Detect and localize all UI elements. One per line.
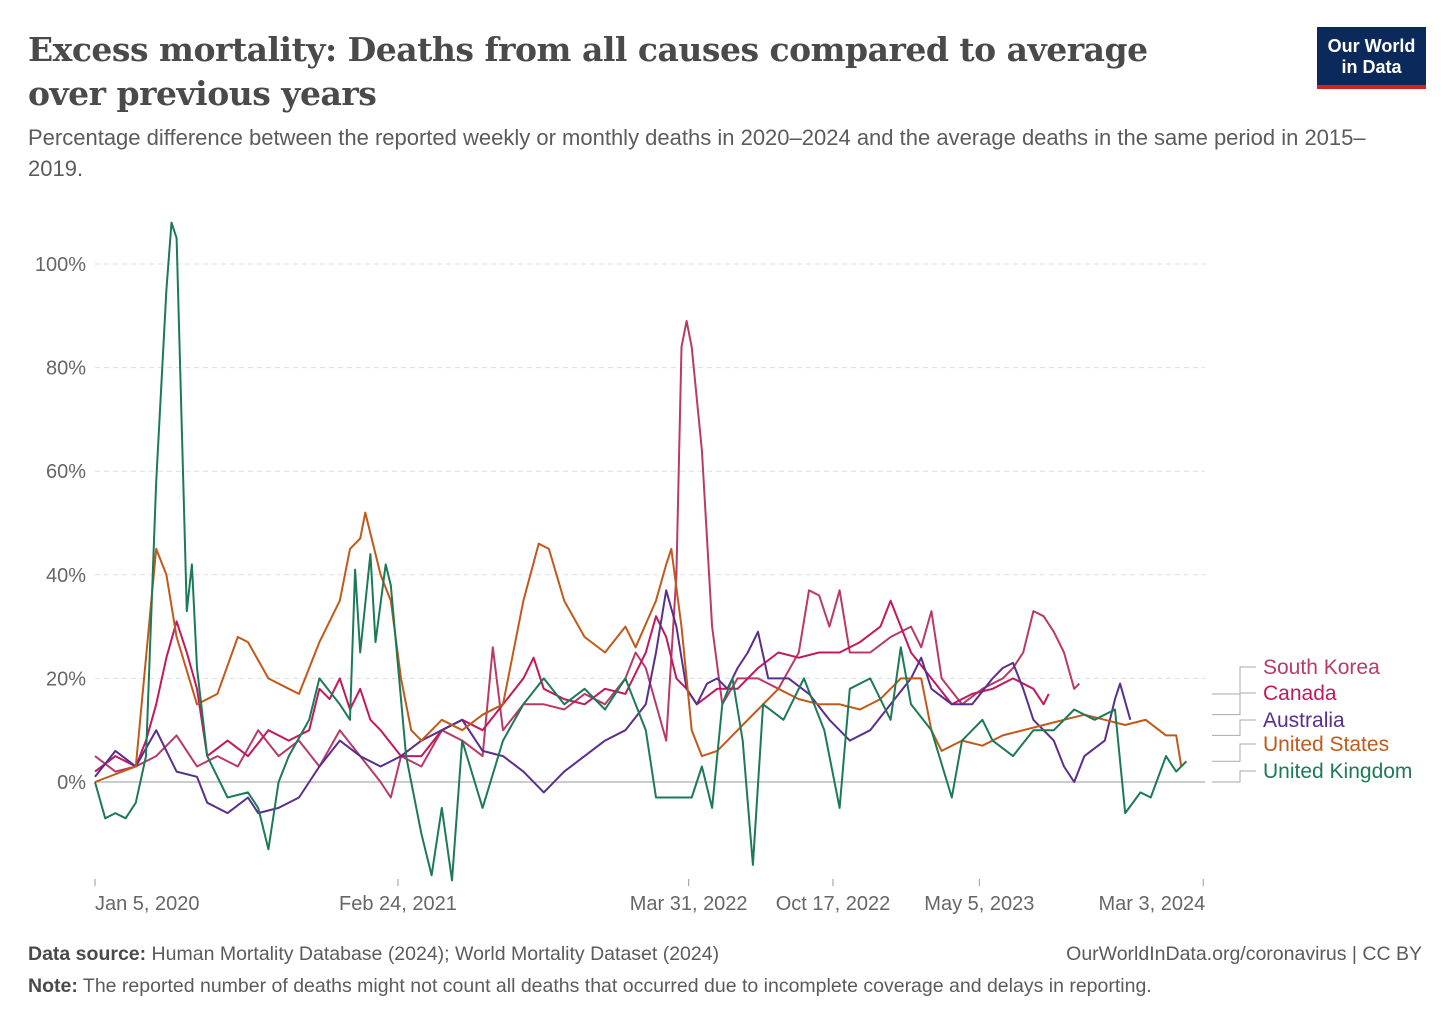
legend-connector [1212,719,1256,736]
x-tick-label: Jan 5, 2020 [95,893,200,915]
legend-label: Canada [1263,682,1337,705]
chart-subtitle: Percentage difference between the report… [28,125,1366,181]
chart-title: Excess mortality: Deaths from all causes… [28,30,1148,113]
x-tick-label: Feb 24, 2021 [339,893,457,915]
x-tick-label: Mar 31, 2022 [630,893,748,915]
source-url[interactable]: OurWorldInData.org/coronavirus | CC BY [1066,943,1422,965]
owid-logo[interactable]: Our World in Data [1317,27,1426,89]
logo-line-1: Our World [1327,36,1416,56]
legend-label: United States [1263,733,1389,756]
legend-label: Australia [1263,709,1345,732]
x-tick-label: Oct 17, 2022 [776,893,891,915]
y-tick-label: 80% [46,358,86,380]
legend-label: United Kingdom [1263,760,1412,783]
series-line-australia [94,589,1132,815]
y-tick-label: 20% [46,668,86,690]
series-line-south-korea [94,320,1081,799]
series-line-canada [94,599,1050,773]
note-text: The reported number of deaths might not … [82,975,1152,997]
y-tick-label: 0% [57,772,86,794]
legend-label: South Korea [1263,656,1380,679]
note: Note: The reported number of deaths migh… [28,975,1152,998]
legend-connector [1212,666,1256,695]
x-tick-label: Mar 3, 2024 [1098,893,1205,915]
y-tick-label: 60% [46,461,86,483]
source-label: Data source: [28,943,147,965]
x-tick-label: May 5, 2023 [924,893,1034,915]
legend-connector [1212,692,1256,716]
note-label: Note: [28,975,78,997]
series-line-united-kingdom [94,221,1188,882]
series-line-united-states [94,511,1183,783]
y-tick-label: 40% [46,565,86,587]
legend-connector [1212,743,1256,762]
legend-connector [1212,770,1256,783]
data-source: Data source: Human Mortality Database (2… [28,943,719,966]
logo-line-2: in Data [1341,57,1402,77]
y-tick-label: 100% [35,254,86,276]
source-text: Human Mortality Database (2024); World M… [151,943,720,965]
